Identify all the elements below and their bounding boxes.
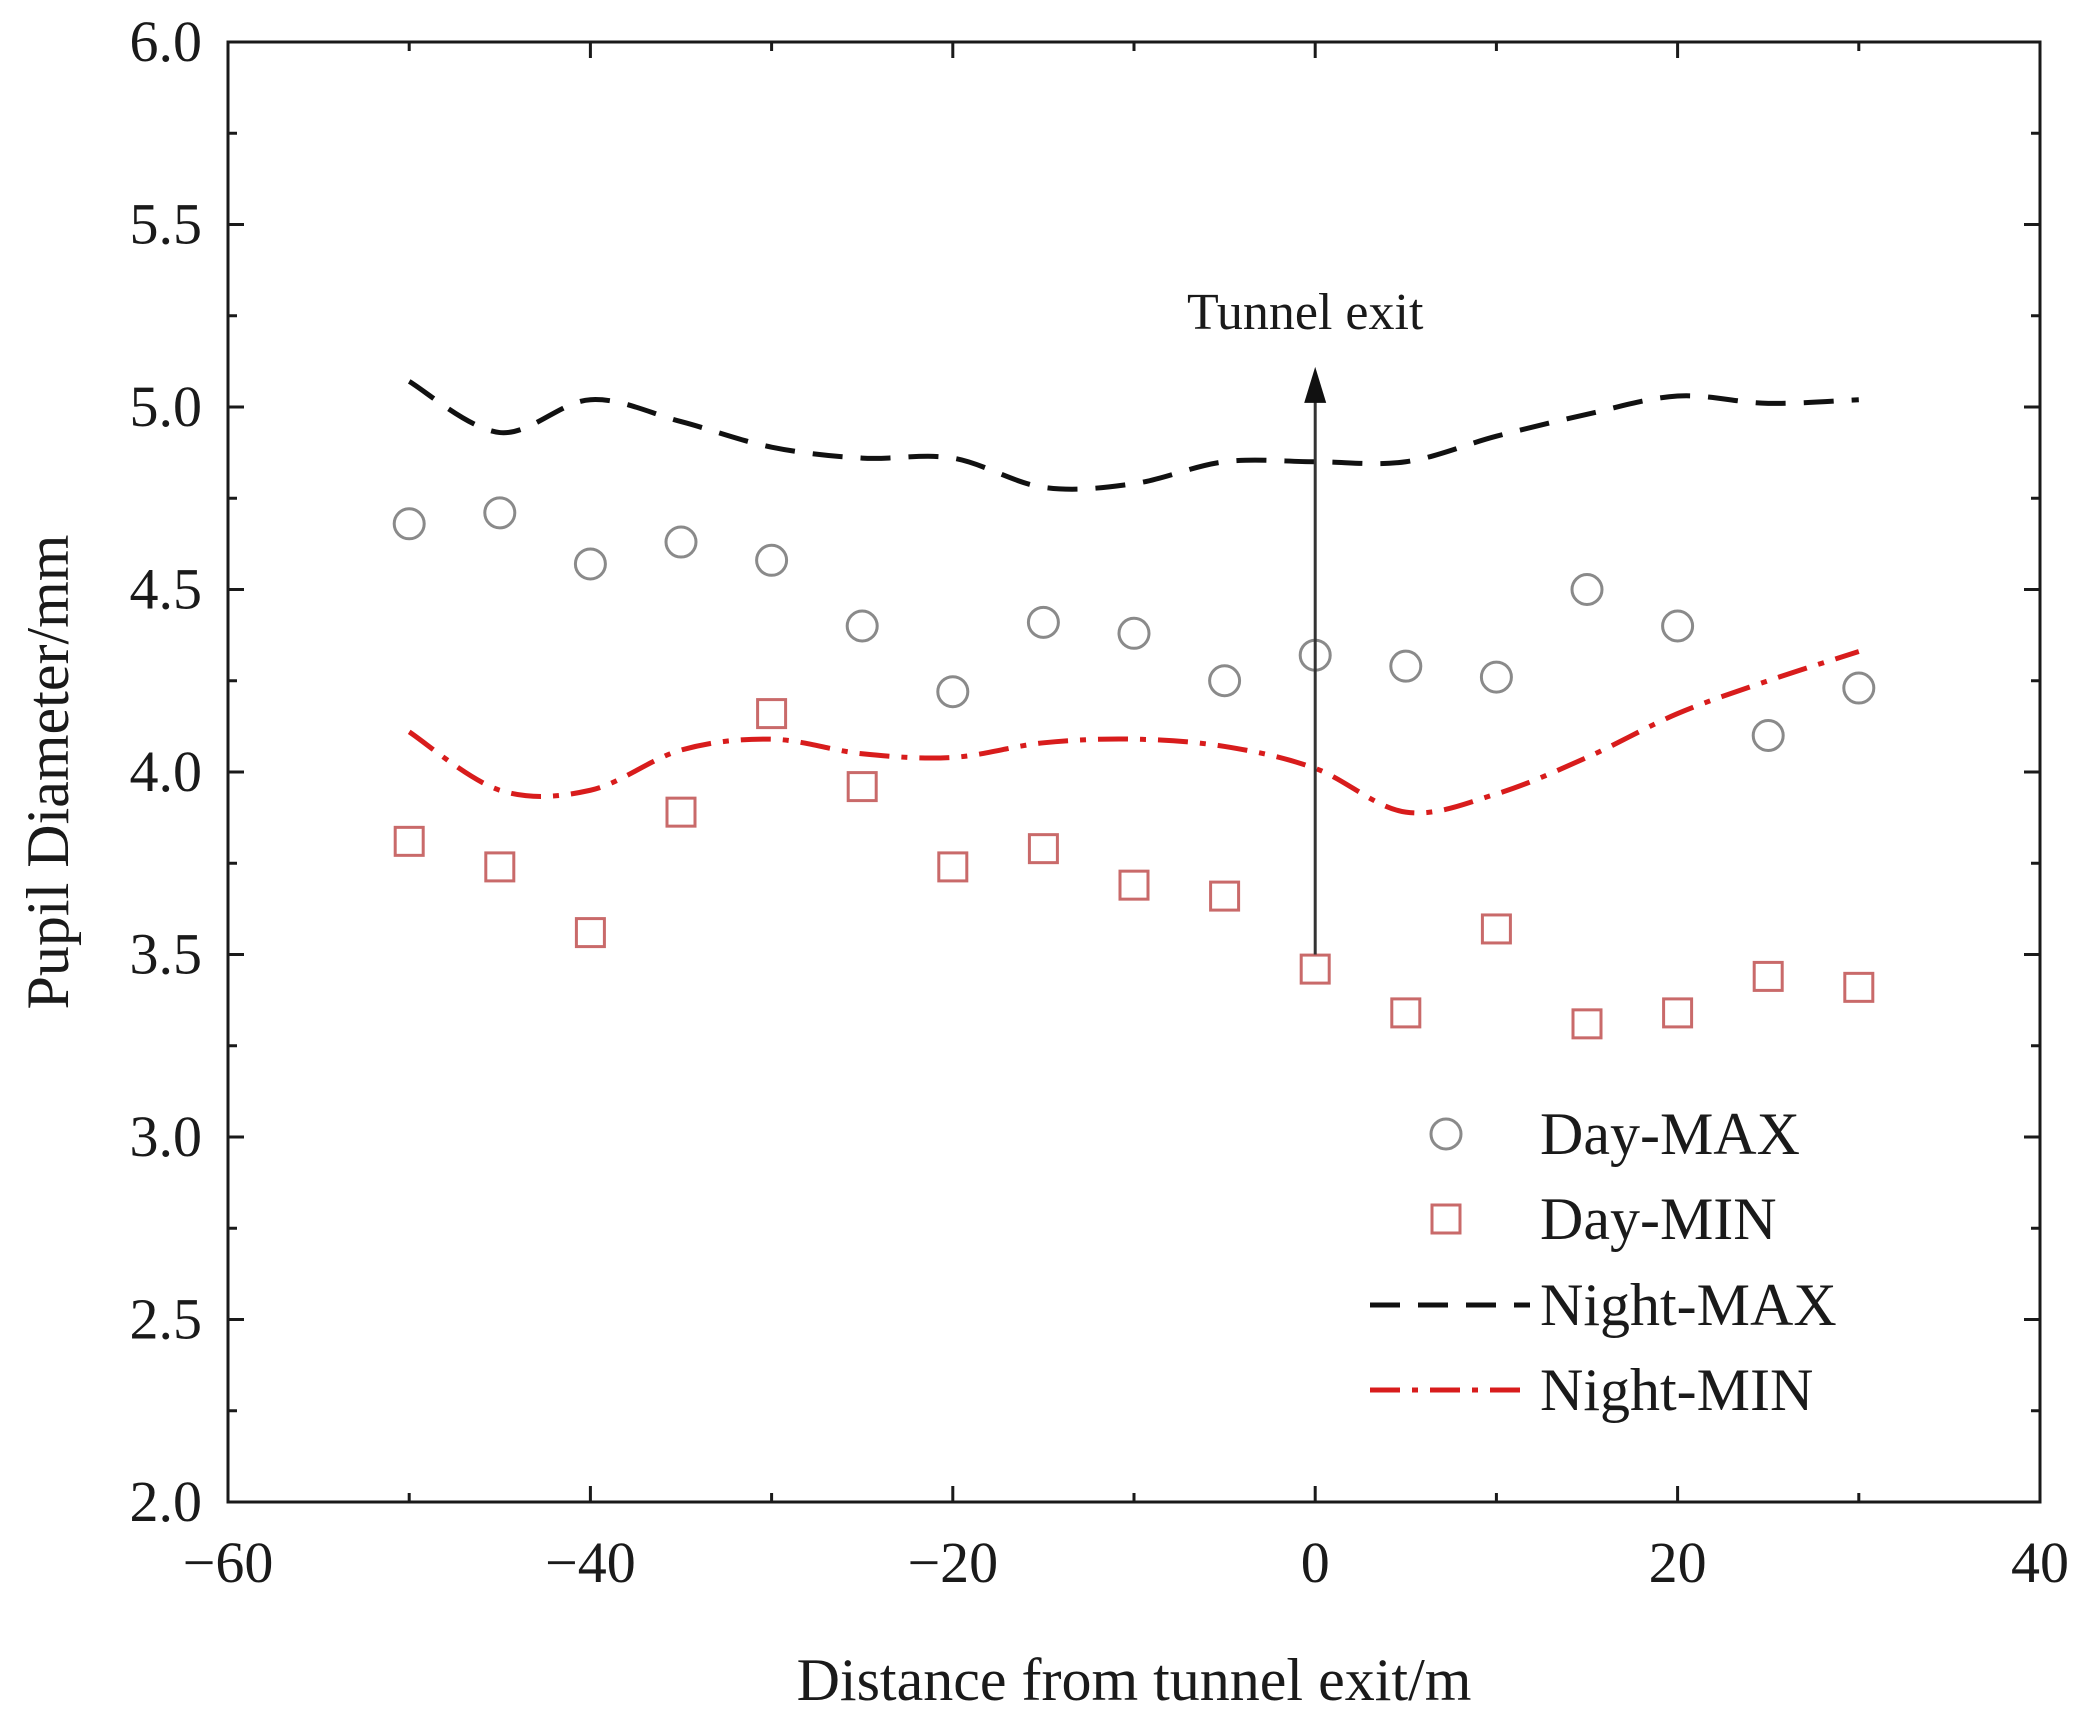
tunnel-exit-label: Tunnel exit — [1187, 284, 1424, 341]
day-max-point — [1389, 649, 1423, 683]
x-tick-label: 0 — [1301, 1530, 1330, 1595]
y-tick-label: 6.0 — [130, 9, 203, 74]
x-axis-title: Distance from tunnel exit/m — [797, 1647, 1472, 1713]
legend-label: Night-MIN — [1540, 1357, 1813, 1423]
legend-symbol-circle — [1429, 1117, 1463, 1151]
annotation-layer: Tunnel exit — [1187, 284, 1424, 955]
day-max-point — [1751, 719, 1785, 752]
day-max-point — [755, 543, 789, 577]
day-max-point — [1026, 605, 1060, 639]
night-min-line — [407, 649, 1860, 816]
day-max-point — [1208, 664, 1242, 698]
legend: Day-MAX Day-MIN Night-MAX Night-MIN — [1370, 1101, 1837, 1423]
y-tick-label: 2.5 — [130, 1287, 203, 1352]
day-min-point — [574, 917, 606, 949]
day-max-point — [483, 496, 517, 530]
x-tick-label: 20 — [1649, 1530, 1707, 1595]
y-tick-label: 5.5 — [130, 192, 203, 257]
tunnel-exit-arrow-head — [1304, 366, 1327, 403]
legend-symbol-square — [1430, 1203, 1462, 1235]
day-min-point — [1662, 997, 1694, 1029]
day-min-point — [846, 771, 878, 803]
y-tick-label: 4.0 — [130, 739, 203, 804]
night-max-line — [407, 379, 1859, 492]
x-tick-label: −40 — [545, 1530, 636, 1595]
day-min-point — [393, 825, 425, 857]
series-layer — [392, 379, 1876, 1040]
day-min-point — [1752, 960, 1784, 992]
y-axis-title: Pupil Diameter/mm — [15, 535, 81, 1010]
day-max-point — [1479, 660, 1513, 694]
day-min-point — [937, 851, 969, 883]
day-max-point — [392, 507, 426, 541]
day-max-point — [573, 547, 607, 581]
day-min-point — [1118, 869, 1150, 901]
y-tick-label: 5.0 — [130, 374, 203, 439]
day-min-point — [1571, 1008, 1603, 1040]
day-min-point — [1209, 880, 1241, 912]
legend-label: Day-MAX — [1540, 1101, 1800, 1167]
y-tick-label: 3.5 — [130, 922, 203, 987]
day-min-point — [1390, 997, 1422, 1029]
day-max-point — [845, 609, 879, 643]
day-max-point — [1661, 609, 1695, 643]
day-min-point — [1843, 971, 1875, 1003]
day-min-point — [756, 698, 788, 730]
y-tick-label: 2.0 — [130, 1469, 203, 1534]
x-tick-label: 40 — [2011, 1530, 2069, 1595]
y-tick-label: 4.5 — [130, 557, 203, 622]
x-tick-label: −60 — [183, 1530, 274, 1595]
day-max-point — [664, 525, 698, 559]
day-max-point — [936, 675, 970, 709]
day-max-point — [1842, 671, 1876, 705]
day-min-point — [484, 851, 516, 883]
y-tick-label: 3.0 — [130, 1104, 203, 1169]
axis-ticks: 2.0 2.5 3.0 3.5 4.0 4.5 5.0 5.5 6.0 −60 −40 −20 0 20 4… — [130, 9, 2070, 1595]
legend-label: Night-MAX — [1540, 1272, 1837, 1338]
day-min-point — [1480, 913, 1512, 945]
day-max-point — [1570, 573, 1604, 606]
day-min-point — [1027, 833, 1059, 865]
day-min-point — [665, 796, 697, 828]
day-max-point — [1117, 616, 1151, 650]
legend-label: Day-MIN — [1540, 1186, 1777, 1252]
x-tick-label: −20 — [907, 1530, 998, 1595]
day-min-point — [1299, 953, 1331, 985]
